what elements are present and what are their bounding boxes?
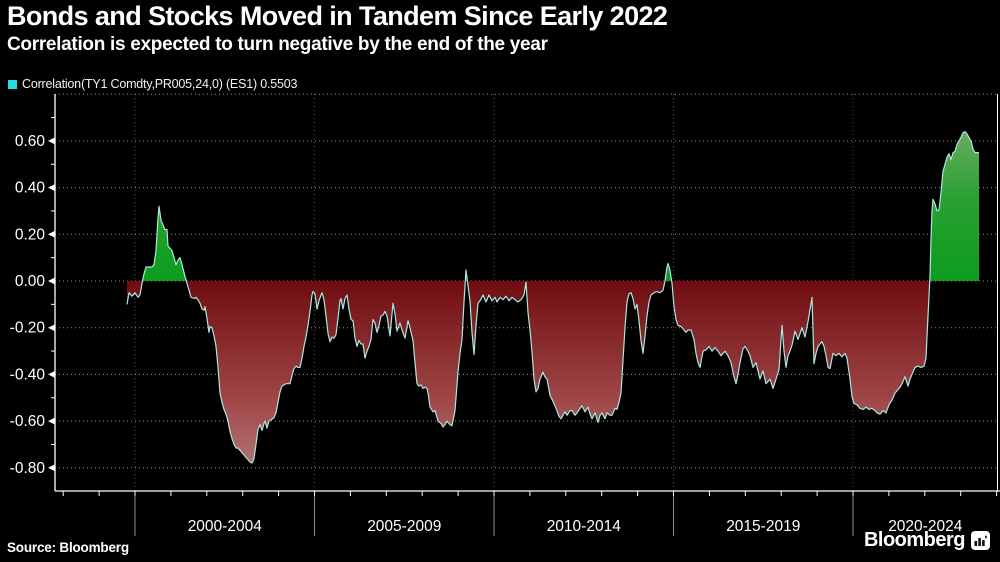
svg-text:0.00: 0.00	[15, 273, 46, 290]
svg-text:2005-2009: 2005-2009	[367, 518, 441, 535]
svg-text:2015-2019: 2015-2019	[726, 518, 800, 535]
source-note: Source: Bloomberg	[7, 540, 129, 555]
svg-text:-0.20: -0.20	[10, 320, 46, 337]
svg-text:0.60: 0.60	[15, 133, 46, 150]
svg-text:-0.60: -0.60	[10, 413, 46, 430]
bloomberg-logo: Bloomberg	[864, 529, 990, 552]
bloomberg-chart-icon	[971, 531, 990, 550]
svg-text:0.20: 0.20	[15, 226, 46, 243]
svg-text:0.40: 0.40	[15, 180, 46, 197]
page-subtitle: Correlation is expected to turn negative…	[7, 34, 548, 55]
legend-swatch-icon	[8, 79, 17, 89]
bloomberg-logo-text: Bloomberg	[863, 529, 966, 551]
svg-text:2000-2004: 2000-2004	[188, 518, 263, 535]
svg-text:2020-2024: 2020-2024	[888, 518, 963, 535]
svg-text:-0.40: -0.40	[10, 366, 46, 383]
page-title: Bonds and Stocks Moved in Tandem Since E…	[7, 1, 668, 31]
svg-text:2010-2014: 2010-2014	[547, 518, 622, 535]
legend-label: Correlation(TY1 Comdty,PR005,24,0) (ES1)…	[22, 77, 298, 91]
svg-text:-0.80: -0.80	[10, 460, 46, 477]
legend: Correlation(TY1 Comdty,PR005,24,0) (ES1)…	[8, 77, 297, 91]
